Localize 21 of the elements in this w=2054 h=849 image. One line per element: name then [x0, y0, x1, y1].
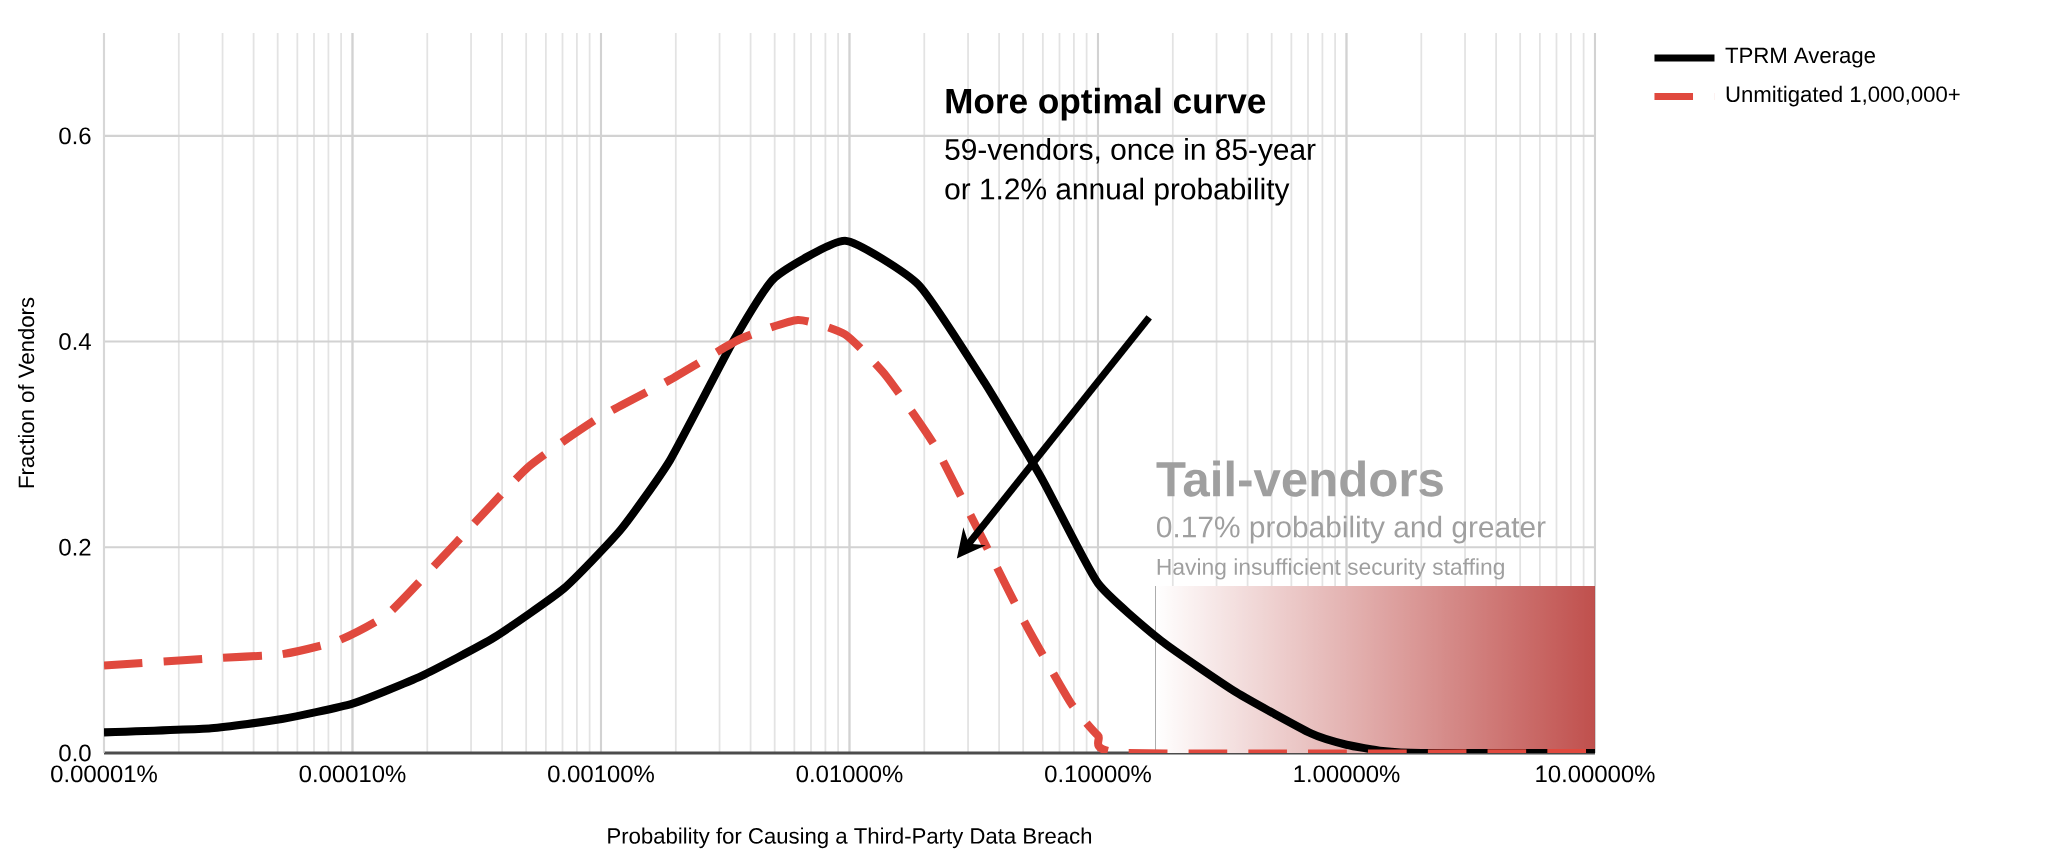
- y-tick-label: 0.2: [59, 538, 91, 556]
- x-tick-label: 1.00000%: [1294, 765, 1400, 783]
- x-tick-label: 0.00010%: [299, 765, 406, 783]
- annotation: Having insufficient security staffing: [1157, 558, 1504, 580]
- x-axis-title: Probability for Causing a Third-Party Data Breach: [608, 827, 1092, 849]
- x-tick-label: 0.10000%: [1045, 765, 1151, 783]
- legend-label: Unmitigated 1,000,000+: [1726, 85, 1960, 107]
- x-tick-label: 0.00100%: [548, 765, 654, 783]
- x-tick-label: 0.00001%: [51, 765, 157, 783]
- annotation: 59-vendors, once in 85-year: [945, 138, 1316, 166]
- annotation: 0.17% probability and greater: [1157, 515, 1546, 544]
- band-label: Tail-vendors: [1156, 460, 1443, 497]
- y-tick-label: 0.0: [59, 744, 91, 762]
- x-tick-label: 10.00000%: [1536, 765, 1655, 783]
- y-axis-title: Fraction of Vendors: [17, 297, 35, 488]
- y-tick-label: 0.4: [59, 333, 91, 351]
- annotation: or 1.2% annual probability: [945, 177, 1290, 206]
- legend-label: TPRM Average: [1725, 47, 1876, 68]
- annotation: More optimal curve: [946, 87, 1266, 121]
- x-tick-label: 0.01000%: [796, 765, 903, 783]
- y-tick-label: 0.6: [59, 127, 91, 145]
